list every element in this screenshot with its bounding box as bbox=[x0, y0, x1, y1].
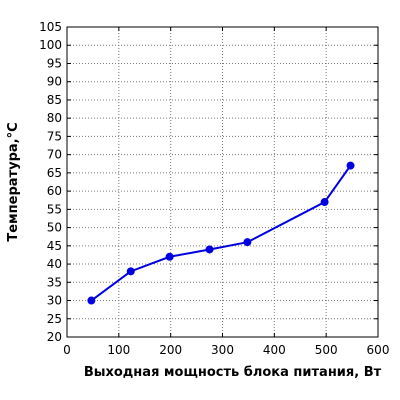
y-tick-label: 45 bbox=[47, 239, 62, 253]
y-tick-label: 65 bbox=[47, 166, 62, 180]
data-point bbox=[346, 161, 355, 170]
data-point bbox=[126, 267, 135, 276]
x-tick-label: 600 bbox=[367, 343, 390, 357]
data-point bbox=[165, 252, 174, 261]
axis-ticks bbox=[66, 26, 379, 338]
x-tick-label: 500 bbox=[315, 343, 338, 357]
grid bbox=[67, 27, 378, 337]
x-tick-label: 400 bbox=[263, 343, 286, 357]
y-tick-labels: 20 25 30 35 40 45 50 55 60 65 70 75 80 85 90 95 100 105 bbox=[39, 20, 62, 344]
data-point bbox=[243, 238, 252, 247]
y-tick-label: 55 bbox=[47, 202, 62, 216]
y-tick-label: 25 bbox=[47, 312, 62, 326]
x-tick-labels: 0 100 200 300 400 500 600 bbox=[63, 343, 389, 357]
x-tick-label: 0 bbox=[63, 343, 71, 357]
y-tick-label: 20 bbox=[47, 330, 62, 344]
y-tick-label: 60 bbox=[47, 184, 62, 198]
y-axis-label: Температура,°С bbox=[6, 122, 21, 241]
x-tick-label: 200 bbox=[159, 343, 182, 357]
y-tick-label: 75 bbox=[47, 129, 62, 143]
x-axis-label: Выходная мощность блока питания, Вт bbox=[84, 365, 382, 380]
series-line bbox=[90, 165, 352, 302]
y-tick-label: 40 bbox=[47, 257, 62, 271]
y-tick-label: 105 bbox=[39, 20, 62, 34]
y-tick-label: 50 bbox=[47, 221, 62, 235]
y-tick-label: 35 bbox=[47, 275, 62, 289]
data-point bbox=[320, 198, 329, 207]
series-group bbox=[87, 161, 355, 305]
y-tick-label: 95 bbox=[47, 56, 62, 70]
y-tick-label: 85 bbox=[47, 93, 62, 107]
x-tick-label: 100 bbox=[107, 343, 130, 357]
y-tick-label: 100 bbox=[39, 38, 62, 52]
data-point bbox=[205, 245, 214, 254]
y-tick-label: 70 bbox=[47, 148, 62, 162]
y-tick-label: 80 bbox=[47, 111, 62, 125]
x-tick-label: 300 bbox=[211, 343, 234, 357]
y-tick-label: 90 bbox=[47, 75, 62, 89]
plot-frame bbox=[66, 26, 379, 338]
y-tick-label: 30 bbox=[47, 294, 62, 308]
data-point bbox=[87, 296, 96, 305]
